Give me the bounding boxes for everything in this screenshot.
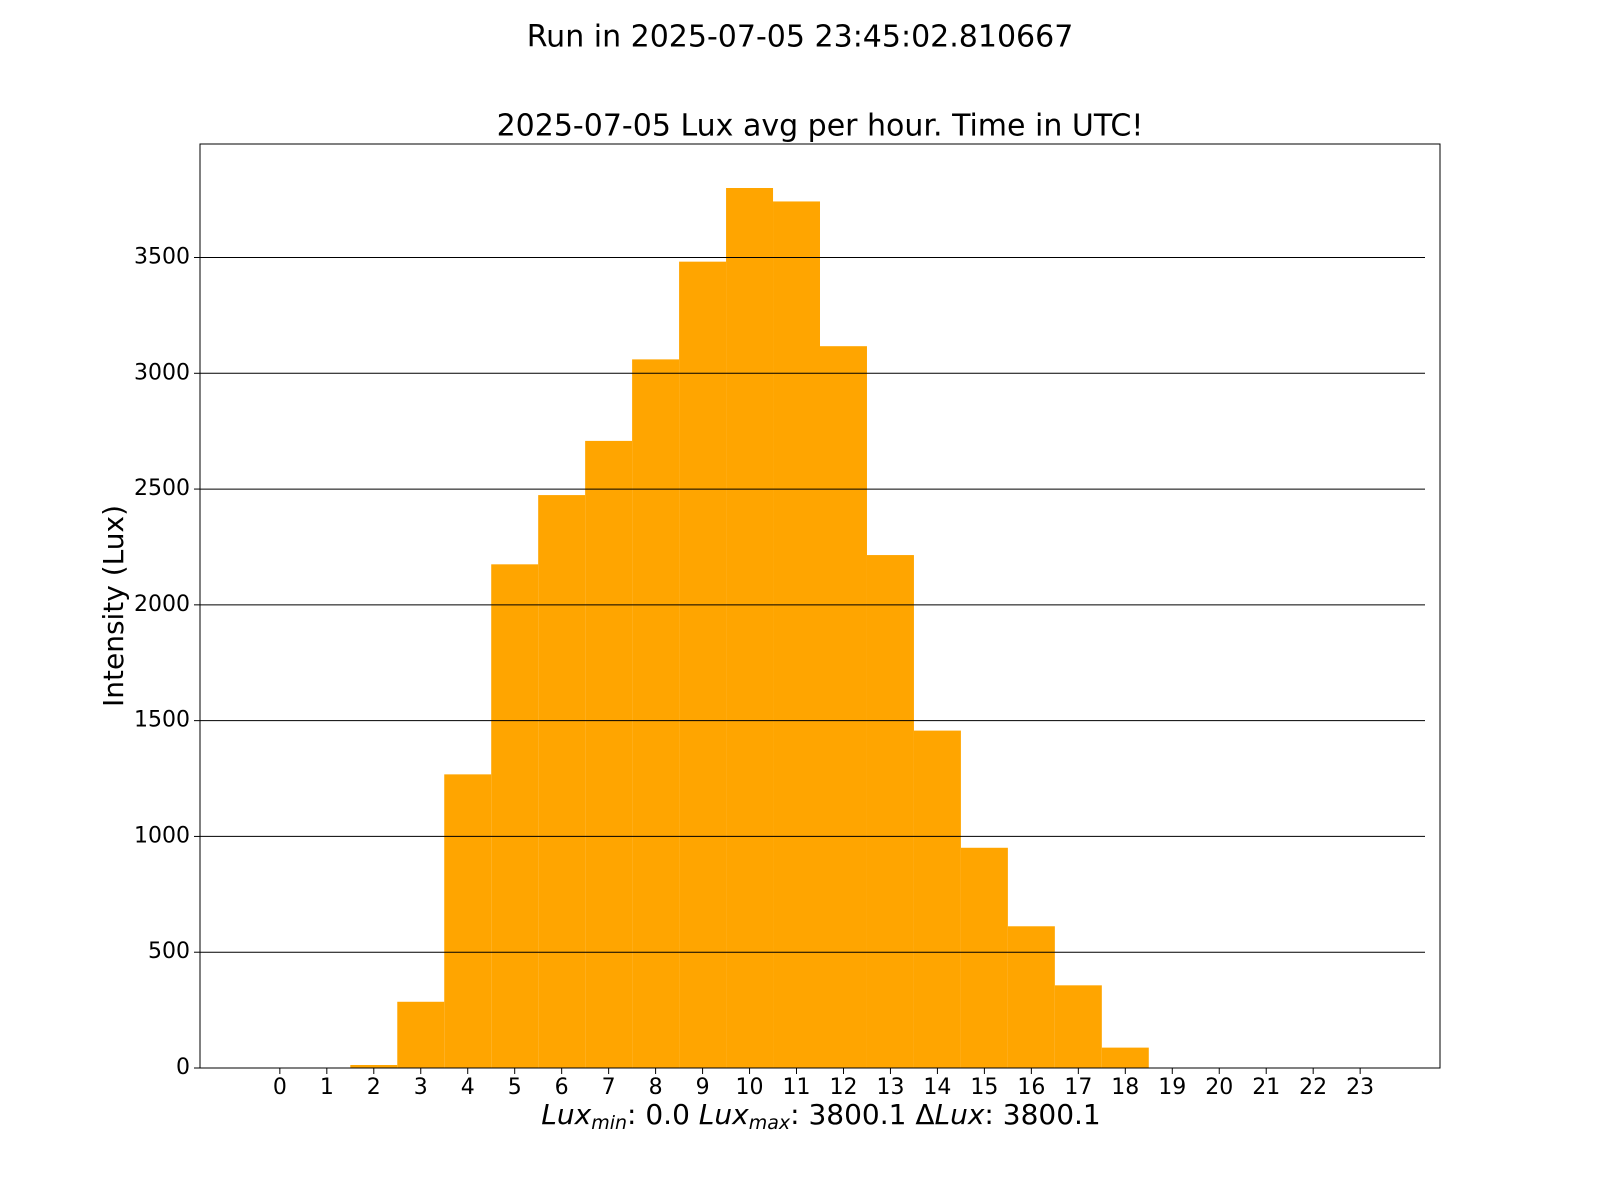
x-tick-label: 23 xyxy=(1346,1075,1374,1100)
x-axis-label-part: max xyxy=(749,1112,791,1134)
bar xyxy=(820,346,867,1068)
x-tick-label: 22 xyxy=(1299,1075,1327,1100)
plot-frame xyxy=(199,143,1441,1069)
x-tick-label: 15 xyxy=(970,1075,998,1100)
x-tick-label: 8 xyxy=(649,1075,663,1100)
y-tick-label: 0 xyxy=(176,1055,190,1080)
x-axis-label-part: min xyxy=(591,1112,627,1134)
x-axis-label-part: Lux xyxy=(935,1098,985,1131)
bar xyxy=(491,564,539,1068)
suptitle: Run in 2025-07-05 23:45:02.810667 xyxy=(527,20,1074,55)
x-tick-label: 2 xyxy=(367,1075,381,1100)
x-tick-label: 16 xyxy=(1017,1075,1045,1100)
bar xyxy=(1007,926,1055,1068)
bar xyxy=(726,187,774,1068)
x-tick-label: 11 xyxy=(783,1075,811,1100)
x-tick-label: 9 xyxy=(696,1075,710,1100)
x-tick-label: 3 xyxy=(414,1075,428,1100)
x-tick-label: 5 xyxy=(508,1075,522,1100)
y-tick-label: 3000 xyxy=(134,360,190,385)
x-axis-label-part: : 3800.1 xyxy=(790,1098,915,1131)
bar xyxy=(444,774,492,1068)
bar xyxy=(632,359,680,1068)
bar xyxy=(397,1001,445,1068)
bar xyxy=(350,1064,398,1068)
x-axis-label-part: Δ xyxy=(915,1098,934,1131)
x-tick-label: 21 xyxy=(1252,1075,1280,1100)
x-tick-label: 10 xyxy=(736,1075,764,1100)
x-axis-label-part: : 0.0 xyxy=(627,1098,699,1131)
x-tick-label: 20 xyxy=(1205,1075,1233,1100)
y-tick-label: 1000 xyxy=(134,823,190,848)
x-tick-label: 14 xyxy=(923,1075,951,1100)
x-axis-label: Luxmin: 0.0 Luxmax: 3800.1 ΔLux: 3800.1 xyxy=(541,1098,1100,1134)
bar xyxy=(585,440,633,1069)
bar xyxy=(538,495,586,1069)
bar xyxy=(866,555,914,1068)
bar xyxy=(1101,1047,1149,1068)
x-tick-label: 6 xyxy=(555,1075,569,1100)
bar xyxy=(773,201,820,1068)
bar xyxy=(913,730,961,1068)
y-tick-label: 500 xyxy=(148,939,190,964)
bar xyxy=(1054,985,1102,1068)
x-axis-label-part: Lux xyxy=(699,1098,749,1131)
x-axis-label-part: : 3800.1 xyxy=(984,1098,1100,1131)
x-tick-label: 12 xyxy=(829,1075,857,1100)
x-tick-label: 13 xyxy=(876,1075,904,1100)
x-axis-label-part: Lux xyxy=(541,1098,591,1131)
x-tick-label: 18 xyxy=(1111,1075,1139,1100)
y-tick-label: 1500 xyxy=(134,708,190,733)
chart-title: 2025-07-05 Lux avg per hour. Time in UTC… xyxy=(497,109,1144,144)
x-tick-label: 4 xyxy=(461,1075,475,1100)
x-tick-label: 7 xyxy=(602,1075,616,1100)
y-axis-label: Intensity (Lux) xyxy=(97,505,130,707)
x-tick-label: 1 xyxy=(320,1075,334,1100)
y-tick-label: 3500 xyxy=(134,244,190,269)
bar xyxy=(679,261,727,1068)
y-tick-label: 2000 xyxy=(134,592,190,617)
x-tick-label: 0 xyxy=(273,1075,287,1100)
y-tick-label: 2500 xyxy=(134,476,190,501)
x-tick-label: 19 xyxy=(1158,1075,1186,1100)
bar xyxy=(960,847,1008,1068)
x-tick-label: 17 xyxy=(1064,1075,1092,1100)
